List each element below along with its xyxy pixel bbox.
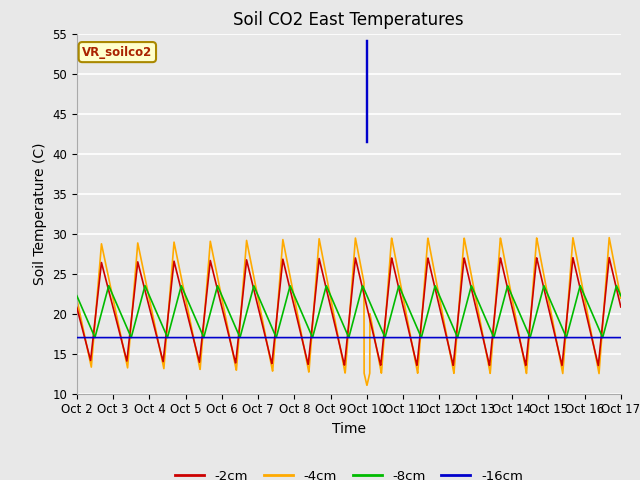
Title: Soil CO2 East Temperatures: Soil CO2 East Temperatures xyxy=(234,11,464,29)
Legend: -2cm, -4cm, -8cm, -16cm: -2cm, -4cm, -8cm, -16cm xyxy=(170,464,528,480)
Y-axis label: Soil Temperature (C): Soil Temperature (C) xyxy=(33,143,47,285)
Text: VR_soilco2: VR_soilco2 xyxy=(82,46,152,59)
X-axis label: Time: Time xyxy=(332,422,366,436)
